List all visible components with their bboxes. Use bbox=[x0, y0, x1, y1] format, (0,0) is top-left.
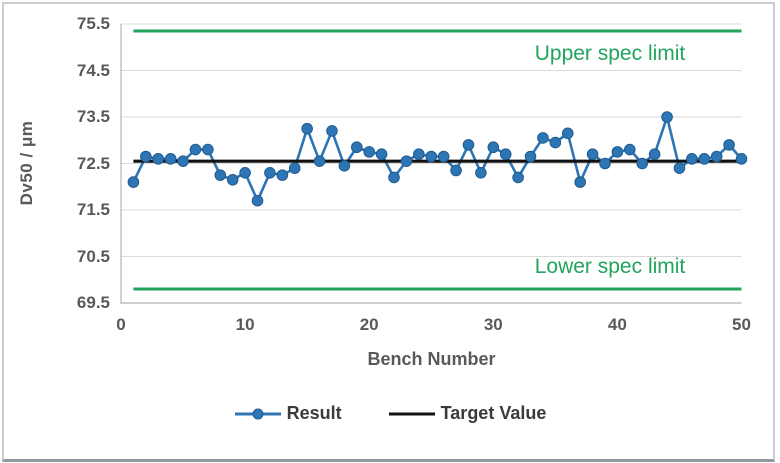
result-marker-8 bbox=[214, 169, 227, 181]
result-marker-3 bbox=[152, 153, 165, 165]
result-marker-24 bbox=[413, 148, 425, 160]
lower-spec-limit-label: Lower spec limit bbox=[534, 255, 686, 278]
result-marker-31 bbox=[499, 148, 512, 160]
result-marker-43 bbox=[648, 148, 661, 160]
result-marker-50 bbox=[735, 153, 748, 165]
result-marker-38 bbox=[586, 148, 599, 160]
result-marker-23 bbox=[400, 155, 413, 167]
result-marker-35 bbox=[549, 136, 562, 149]
result-line bbox=[132, 115, 743, 202]
result-marker-48 bbox=[710, 150, 723, 163]
y-axis-title: Dv50 / μm bbox=[17, 120, 36, 206]
result-marker-45 bbox=[673, 162, 686, 174]
result-marker-11 bbox=[251, 194, 264, 207]
result-marker-12 bbox=[264, 167, 276, 179]
legend-label-target-value: Target Value bbox=[440, 403, 547, 423]
result-marker-36 bbox=[561, 127, 574, 140]
result-marker-20 bbox=[363, 146, 376, 158]
legend-label-result: Result bbox=[286, 403, 342, 423]
result-marker-13 bbox=[276, 169, 289, 181]
result-marker-37 bbox=[574, 176, 586, 188]
result-marker-25 bbox=[425, 150, 438, 163]
result-marker-32 bbox=[512, 171, 524, 184]
result-marker-40 bbox=[611, 146, 624, 158]
result-marker-2 bbox=[140, 150, 152, 163]
result-marker-18 bbox=[338, 160, 351, 172]
target-value-swatch bbox=[388, 412, 435, 415]
result-marker-10 bbox=[239, 167, 251, 179]
result-marker-15 bbox=[301, 122, 313, 135]
result-marker-47 bbox=[698, 153, 711, 165]
result-marker-33 bbox=[524, 150, 537, 163]
result-swatch-marker bbox=[252, 408, 264, 419]
result-marker-7 bbox=[202, 143, 214, 156]
result-marker-22 bbox=[388, 171, 400, 184]
result-marker-17 bbox=[326, 125, 338, 137]
legend-item-target-value: Target Value bbox=[388, 403, 547, 424]
result-marker-5 bbox=[177, 155, 189, 167]
legend: Result Target Value bbox=[0, 403, 780, 424]
result-marker-39 bbox=[599, 157, 611, 170]
result-marker-34 bbox=[537, 132, 549, 144]
upper-spec-limit-label: Upper spec limit bbox=[534, 42, 686, 65]
result-marker-44 bbox=[661, 111, 673, 123]
result-marker-9 bbox=[226, 173, 239, 186]
result-marker-21 bbox=[375, 148, 388, 160]
result-marker-26 bbox=[437, 150, 450, 163]
result-marker-28 bbox=[462, 139, 475, 151]
result-marker-42 bbox=[636, 157, 649, 170]
result-marker-16 bbox=[313, 155, 326, 167]
result-marker-27 bbox=[450, 164, 462, 177]
result-marker-6 bbox=[189, 143, 202, 156]
x-axis-title: Bench Number bbox=[367, 349, 496, 369]
result-marker-14 bbox=[288, 162, 301, 174]
result-marker-41 bbox=[624, 143, 636, 156]
result-marker-46 bbox=[686, 153, 698, 165]
legend-item-result: Result bbox=[234, 403, 342, 424]
result-marker-1 bbox=[127, 176, 140, 188]
result-marker-29 bbox=[475, 167, 487, 179]
result-marker-30 bbox=[487, 141, 500, 154]
result-marker-19 bbox=[350, 141, 363, 154]
result-marker-49 bbox=[723, 139, 735, 151]
result-marker-4 bbox=[164, 153, 177, 165]
result-swatch bbox=[234, 408, 281, 419]
